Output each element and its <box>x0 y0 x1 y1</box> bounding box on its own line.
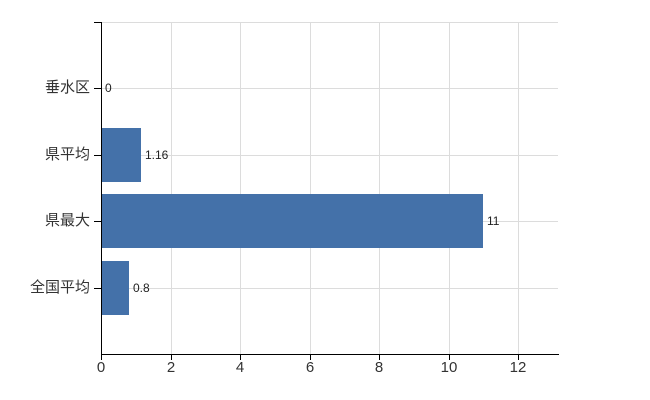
gridline-vertical <box>240 22 241 354</box>
bar <box>101 194 483 248</box>
bar-value-label: 0.8 <box>133 281 150 295</box>
gridline-vertical <box>310 22 311 354</box>
x-axis-tick <box>310 355 311 360</box>
x-axis-tick-label: 0 <box>96 359 106 376</box>
x-axis-tick <box>171 355 172 360</box>
bar <box>101 128 141 182</box>
x-axis-tick-label: 8 <box>374 359 384 376</box>
x-axis-tick-label: 4 <box>235 359 245 376</box>
x-axis-tick <box>240 355 241 360</box>
bar-value-label: 0 <box>105 81 112 95</box>
gridline-horizontal <box>101 155 558 156</box>
y-axis-tick <box>94 221 101 222</box>
x-axis-tick-label: 12 <box>509 359 527 376</box>
bar-value-label: 11 <box>487 214 500 228</box>
gridline-horizontal <box>101 88 558 89</box>
y-axis-tick <box>94 288 101 289</box>
x-axis-tick <box>449 355 450 360</box>
category-label: 全国平均 <box>29 279 90 296</box>
y-axis-tick <box>94 22 101 23</box>
category-label: 垂水区 <box>44 79 90 96</box>
bars-layer <box>101 22 558 354</box>
value-labels-layer: 0 1.16 11 0.8 <box>101 22 558 354</box>
category-label: 県最大 <box>44 212 90 229</box>
bar <box>101 261 129 315</box>
y-axis-tick <box>94 88 101 89</box>
gridline-vertical <box>449 22 450 354</box>
bar-value-label: 1.16 <box>145 148 169 162</box>
x-axis-line <box>101 354 559 355</box>
category-label: 県平均 <box>44 146 90 163</box>
y-axis-tick <box>94 155 101 156</box>
axis-layer <box>94 22 559 360</box>
gridline-vertical <box>171 22 172 354</box>
gridline-vertical <box>518 22 519 354</box>
gridline-vertical <box>379 22 380 354</box>
gridline-horizontal <box>101 22 558 23</box>
plot-area: 0 1.16 11 0.8 <box>94 22 559 360</box>
y-axis-line <box>101 22 102 354</box>
gridline-horizontal <box>101 288 558 289</box>
x-axis-tick-label: 2 <box>166 359 176 376</box>
x-axis-tick-label: 6 <box>305 359 315 376</box>
x-axis-tick <box>379 355 380 360</box>
x-axis-tick-label: 10 <box>440 359 458 376</box>
x-axis-tick <box>101 355 102 360</box>
x-axis-tick <box>518 355 519 360</box>
